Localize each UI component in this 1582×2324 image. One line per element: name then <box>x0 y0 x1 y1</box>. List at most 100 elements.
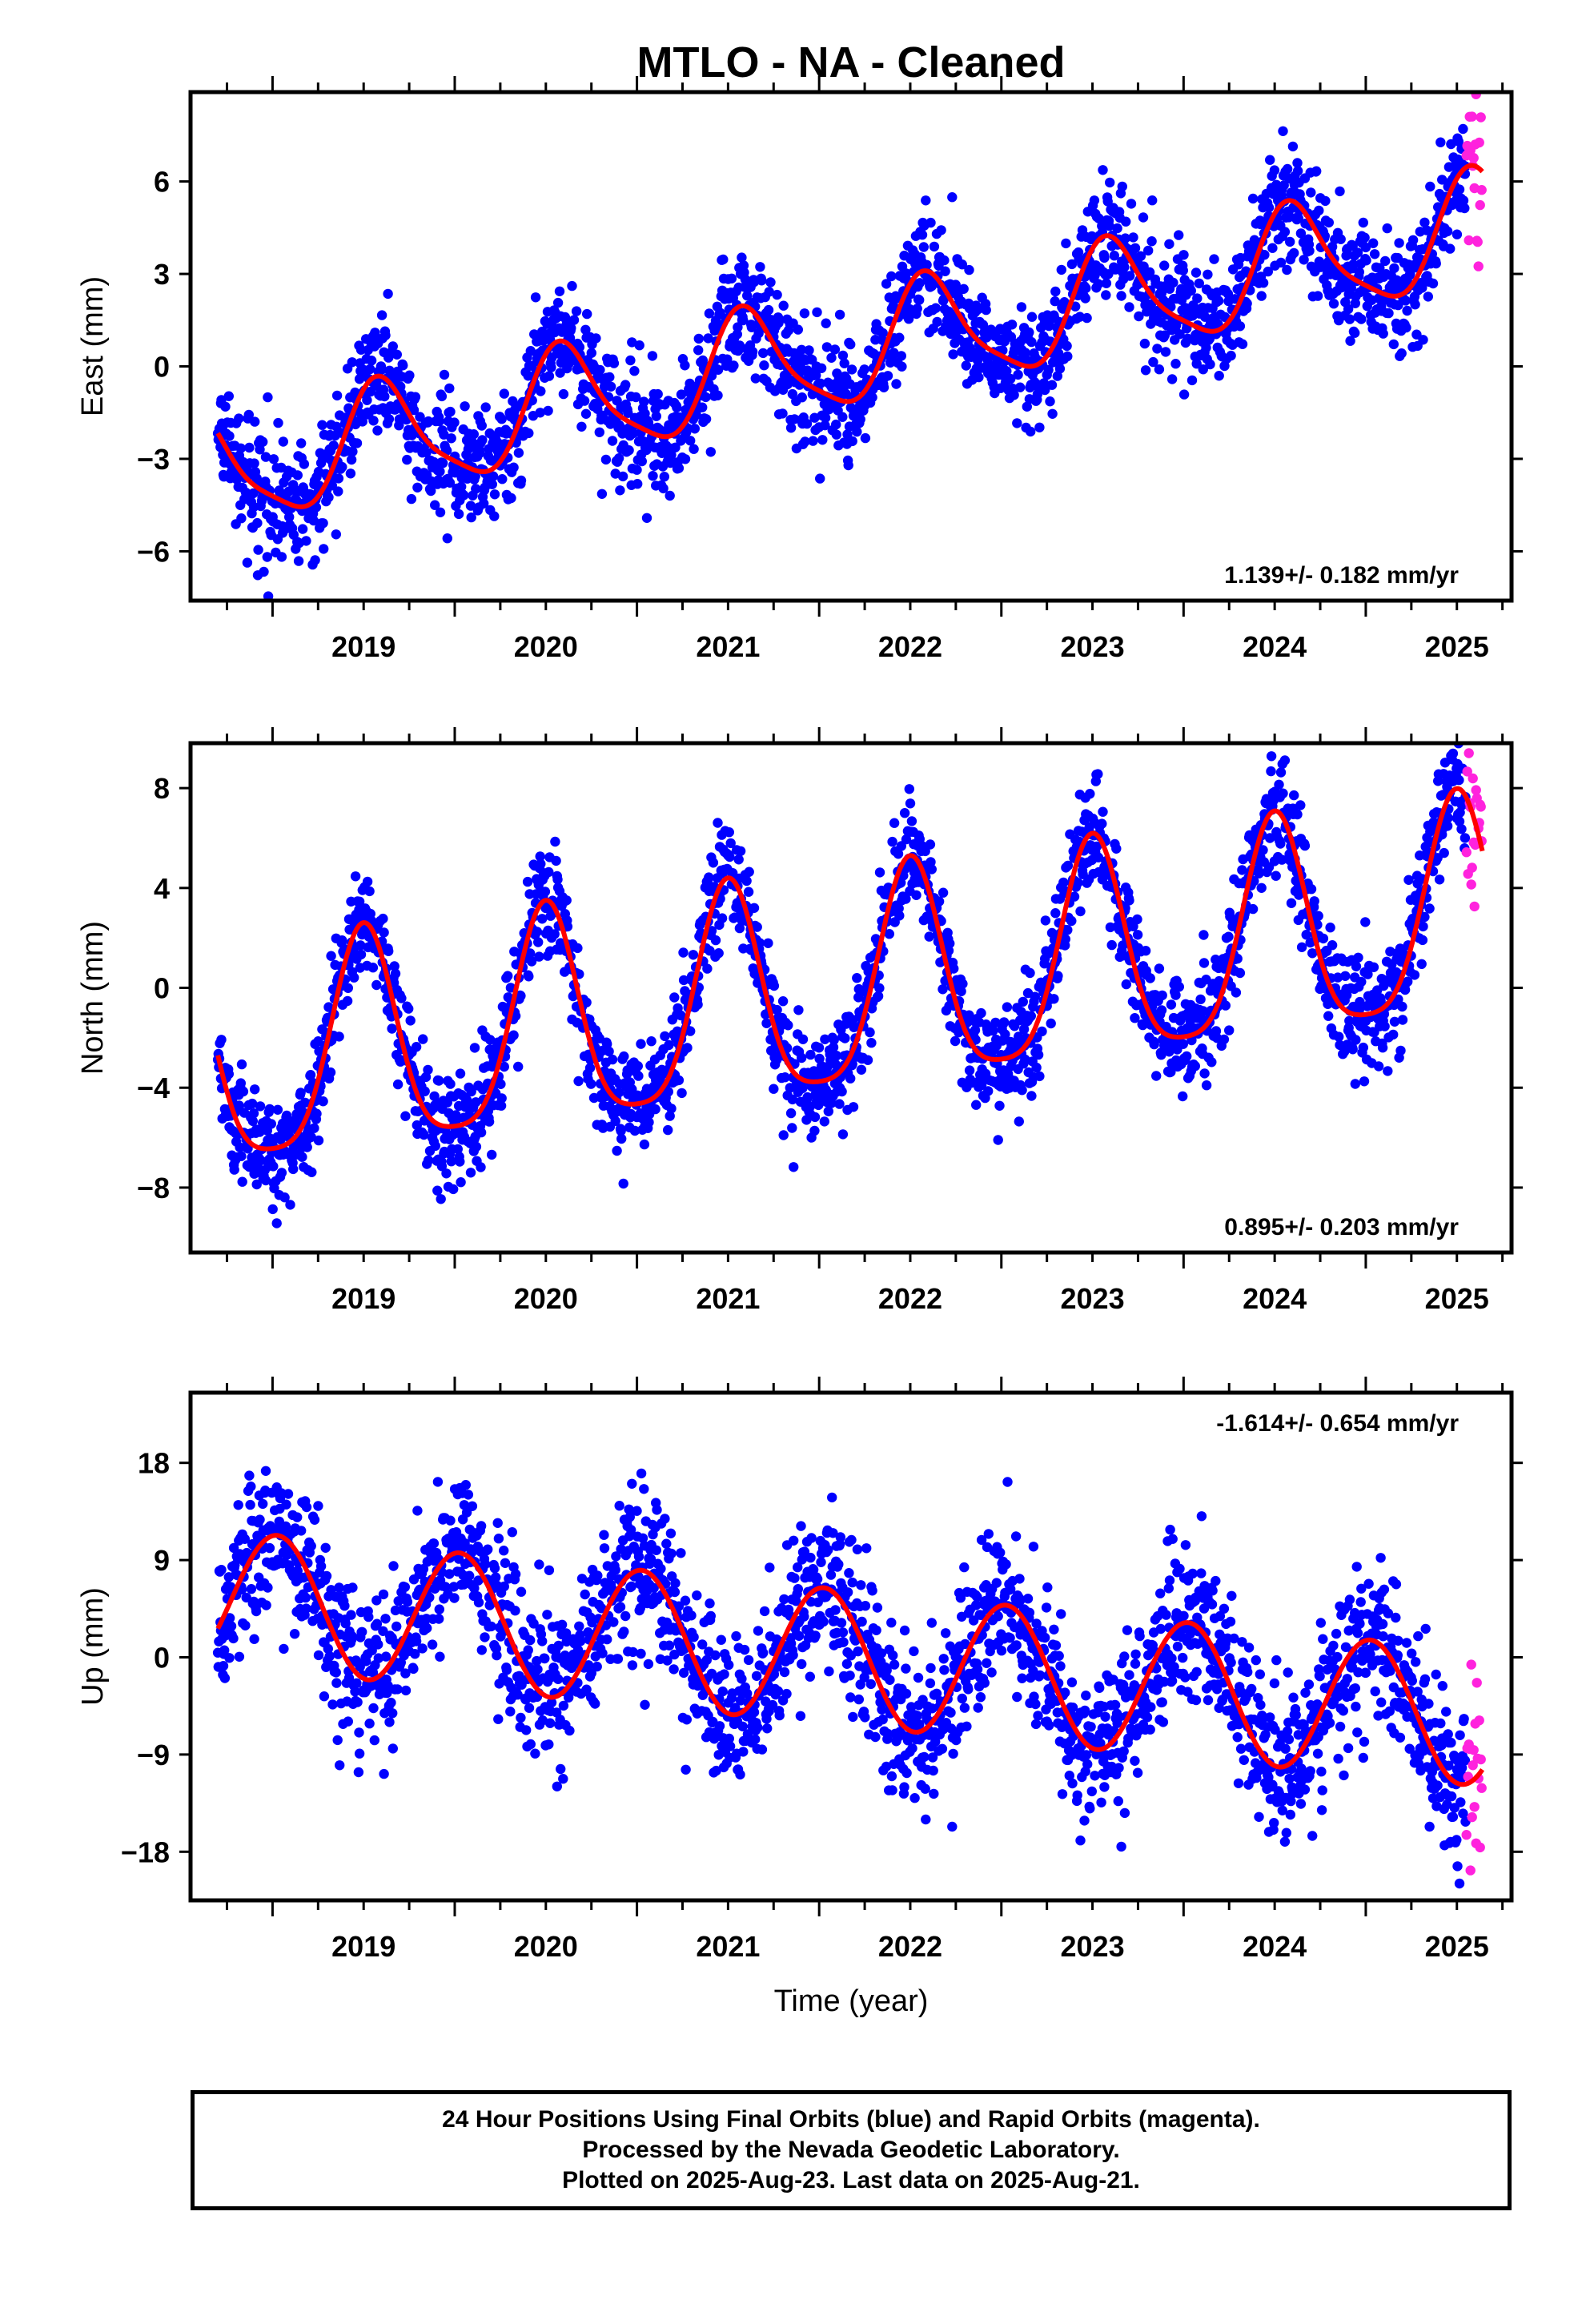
final-point <box>726 273 737 283</box>
final-point <box>355 940 366 951</box>
final-point <box>1361 255 1371 266</box>
final-point <box>1164 239 1174 249</box>
final-point <box>595 364 605 376</box>
y-tick-label: −4 <box>137 1072 170 1104</box>
final-point <box>800 436 810 447</box>
final-point <box>837 1129 849 1140</box>
final-point <box>787 1094 798 1105</box>
final-point <box>505 983 516 993</box>
final-point <box>461 1095 472 1105</box>
final-point <box>1292 166 1303 176</box>
final-point <box>938 294 949 305</box>
final-point <box>1266 751 1277 762</box>
final-point <box>1292 158 1303 168</box>
final-point <box>1295 228 1307 239</box>
final-point <box>738 315 749 326</box>
final-point <box>508 1030 519 1040</box>
final-point <box>735 846 746 857</box>
final-point <box>453 509 464 520</box>
final-point <box>499 1061 509 1072</box>
rapid-point <box>1472 236 1483 247</box>
final-point <box>812 307 822 318</box>
final-point <box>406 493 417 505</box>
final-point <box>1344 314 1355 324</box>
final-point <box>672 402 682 413</box>
final-point <box>1135 251 1146 261</box>
final-point <box>455 1156 465 1167</box>
final-point <box>584 1063 596 1073</box>
final-point <box>821 318 831 328</box>
final-point <box>508 462 519 472</box>
final-point <box>370 328 380 338</box>
final-point <box>616 1133 627 1144</box>
final-point <box>1116 291 1126 301</box>
final-point <box>546 362 556 372</box>
final-point <box>1037 1026 1047 1037</box>
final-point <box>837 1086 847 1097</box>
final-point <box>499 388 509 399</box>
final-point <box>1081 283 1091 294</box>
final-point <box>896 351 907 361</box>
final-point <box>220 401 231 412</box>
final-point <box>224 431 235 441</box>
x-tick-label: 2019 <box>331 630 396 663</box>
final-point <box>1278 126 1288 136</box>
final-point <box>223 391 234 401</box>
final-point <box>582 308 592 320</box>
final-point <box>255 1514 265 1525</box>
final-point <box>1402 305 1412 316</box>
final-point <box>572 943 583 954</box>
final-point <box>272 1104 283 1116</box>
final-point <box>921 259 932 270</box>
final-point <box>1148 356 1158 368</box>
final-point <box>816 363 827 373</box>
final-point <box>1274 779 1284 790</box>
final-point <box>1132 930 1143 940</box>
final-point <box>948 349 958 360</box>
final-point <box>445 1079 456 1089</box>
final-point <box>1178 1039 1189 1049</box>
final-point <box>974 372 984 383</box>
final-point <box>1435 137 1446 147</box>
final-point <box>1360 917 1371 927</box>
final-point <box>558 388 569 400</box>
final-point <box>331 390 343 401</box>
final-point <box>288 1164 299 1175</box>
plot-frame <box>188 90 1514 603</box>
final-point <box>1062 340 1072 352</box>
final-point <box>1275 767 1287 778</box>
final-point <box>750 373 761 384</box>
final-point <box>534 951 544 962</box>
final-point <box>1237 865 1247 875</box>
final-point <box>613 453 624 464</box>
final-point <box>260 452 271 462</box>
final-point <box>544 866 554 878</box>
final-point <box>1235 321 1246 332</box>
x-tick-label: 2021 <box>696 1282 760 1315</box>
final-point <box>744 866 754 877</box>
final-point <box>682 1043 693 1053</box>
final-point <box>1006 373 1016 384</box>
final-point <box>469 1043 480 1053</box>
final-point <box>1190 1061 1201 1072</box>
final-point <box>1040 384 1050 396</box>
final-point <box>619 1051 629 1062</box>
final-point <box>821 342 833 352</box>
final-point <box>742 291 753 301</box>
final-point <box>392 1079 404 1090</box>
final-point <box>921 195 931 206</box>
final-point <box>1128 232 1138 243</box>
final-point <box>354 896 365 907</box>
final-point <box>616 1125 626 1136</box>
final-point <box>652 388 663 400</box>
final-point <box>1256 291 1267 301</box>
final-point <box>1174 329 1185 340</box>
final-point <box>1091 841 1102 852</box>
final-point <box>552 297 564 308</box>
final-point <box>524 971 534 982</box>
final-point <box>873 991 884 1002</box>
final-point <box>983 1086 994 1096</box>
final-point <box>345 468 356 479</box>
final-point <box>535 851 545 862</box>
